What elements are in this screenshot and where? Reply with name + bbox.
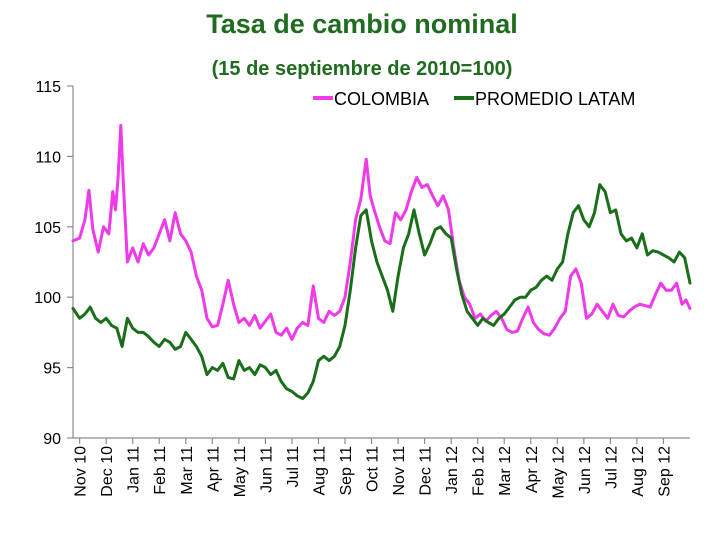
x-tick-label: Jun 12 [577,446,594,494]
y-tick-label: 115 [35,79,61,96]
x-tick-label: Jan 12 [444,446,461,494]
chart-title: Tasa de cambio nominal [206,9,518,39]
x-tick-label: Jul 12 [603,446,620,489]
x-axis-ticks: Nov 10 Dec 10 Jan 11 Feb 11 Mar 11 Apr 11 May … [73,438,673,499]
y-tick-label: 100 [34,290,61,307]
series-line-colombia [71,123,692,341]
x-tick-label: Nov 10 [73,446,90,497]
legend: COLOMBIA PROMEDIO LATAM [313,89,635,109]
y-tick-label: 90 [43,431,61,448]
x-tick-label: Dec 11 [418,446,435,496]
x-tick-label: Aug 11 [311,446,328,496]
x-tick-label: Mar 12 [497,446,514,496]
x-tick-label: Feb 11 [152,446,169,495]
x-tick-label: Mar 11 [179,446,196,495]
y-tick-label: 110 [35,149,61,166]
y-tick-label: 95 [43,361,61,378]
x-tick-label: Jan 11 [126,446,143,493]
x-tick-label: May 11 [232,446,249,497]
legend-label-latam: PROMEDIO LATAM [475,89,635,109]
series-line-latam [71,183,692,401]
x-tick-label: Jul 11 [285,446,302,488]
axes [72,86,690,439]
x-tick-label: Apr 12 [524,446,541,493]
x-tick-label: Sep 11 [338,446,355,496]
x-tick-label: Apr 11 [205,446,222,492]
x-tick-label: Dec 10 [99,446,116,497]
x-tick-label: Aug 12 [630,446,647,497]
x-tick-label: May 12 [550,446,567,499]
legend-label-colombia: COLOMBIA [334,89,429,109]
x-tick-label: Jun 11 [258,446,275,493]
x-tick-label: Nov 11 [391,446,408,496]
y-tick-label: 105 [34,220,61,237]
x-tick-label: Sep 12 [656,446,673,497]
y-axis-ticks: 90 95 100 105 110 115 [34,79,73,448]
x-tick-label: Feb 12 [471,446,488,496]
series-lines [71,123,692,401]
chart-subtitle: (15 de septiembre de 2010=100) [212,58,513,80]
x-tick-label: Oct 11 [365,446,382,492]
